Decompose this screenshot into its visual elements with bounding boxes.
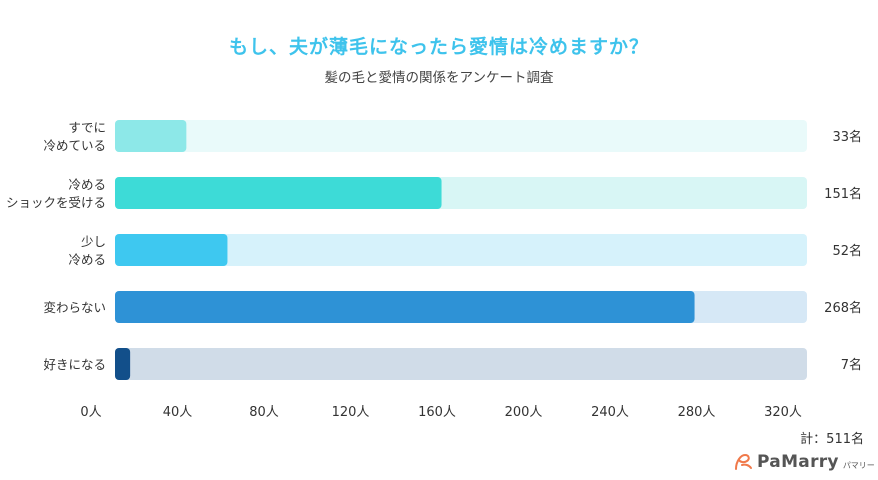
category-label: 冷めている [43,138,106,153]
x-tick-label: 240人 [591,405,629,420]
x-tick-label: 0人 [80,405,101,420]
value-label: 33名 [832,129,862,145]
value-label: 268名 [824,300,862,316]
x-tick-label: 80人 [249,405,279,420]
bar-track [115,348,807,380]
value-label: 52名 [832,243,862,259]
chart-title: もし、夫が薄毛になったら愛情は冷めますか？ [228,36,649,58]
brand-kana: パマリー [842,461,875,470]
category-label: ショックを受ける [6,195,106,210]
bar-track [115,234,807,266]
category-label: 変わらない [43,300,106,315]
category-label: 少し [81,234,106,249]
value-label: 7名 [841,357,862,373]
bar [115,120,187,152]
brand-name: PaMarry [757,452,839,472]
value-label: 151名 [824,186,862,202]
bar-track [115,120,807,152]
chart-subtitle: 髪の毛と愛情の関係をアンケート調査 [324,70,554,86]
x-tick-label: 320人 [764,405,802,420]
bar [115,348,131,380]
bar [115,177,442,209]
bar [115,291,695,323]
total-respondents: 計：511名 [800,432,864,447]
category-label: すでに [68,120,106,135]
x-tick-label: 200人 [505,405,543,420]
brand-logo: PaMarry パマリー [732,450,875,474]
bar [115,234,228,266]
pamarry-logo-icon [735,453,752,470]
x-tick-label: 280人 [678,405,716,420]
category-label: 好きになる [43,357,106,372]
category-label: 冷める [68,177,106,192]
x-tick-label: 160人 [418,405,456,420]
x-tick-label: 40人 [163,405,193,420]
x-tick-label: 120人 [332,405,370,420]
category-label: 冷める [68,252,106,267]
